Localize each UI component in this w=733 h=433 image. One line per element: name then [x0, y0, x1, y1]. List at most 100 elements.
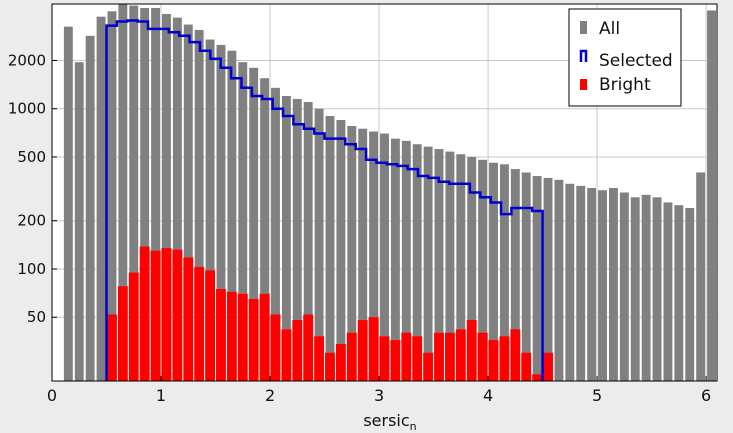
bar-bright-15: [270, 314, 281, 381]
bar-all-33: [423, 146, 433, 381]
x-tick-label-5: 5: [592, 386, 602, 405]
bar-all-53: [641, 194, 651, 381]
y-tick-label-2: 200: [17, 212, 46, 230]
x-axis-title-subscript: n: [410, 420, 417, 433]
bar-all-7: [140, 7, 150, 382]
bar-all-9: [162, 13, 171, 382]
bar-bright-7: [183, 257, 194, 381]
x-tick-label-4: 4: [483, 386, 493, 405]
bar-bright-10: [216, 288, 226, 381]
bar-all-59: [707, 10, 716, 382]
bar-all-18: [260, 78, 270, 382]
bar-bright-2: [128, 272, 139, 381]
x-axis-title: sersicn: [363, 411, 416, 433]
bar-all-35: [445, 151, 455, 381]
bar-all-26: [347, 125, 357, 382]
x-tick-label-6: 6: [701, 386, 711, 405]
bar-all-49: [598, 190, 607, 381]
bar-all-0: [63, 26, 73, 382]
bar-all-10: [172, 17, 182, 382]
series-bright-bars: [107, 246, 553, 381]
bar-bright-38: [521, 352, 532, 381]
bar-all-12: [194, 29, 204, 381]
x-axis-ticks: 0 1 2 3 4 5 6: [47, 376, 711, 405]
bar-bright-21: [335, 344, 346, 381]
bar-bright-17: [292, 320, 303, 381]
bar-all-56: [674, 205, 684, 381]
bar-all-30: [390, 138, 400, 381]
bar-bright-5: [161, 248, 172, 381]
bar-all-41: [510, 169, 520, 381]
bar-bright-37: [510, 329, 521, 381]
bar-all-6: [129, 5, 139, 382]
bar-all-23: [314, 108, 324, 381]
bar-bright-18: [303, 314, 314, 381]
bar-all-42: [521, 172, 531, 381]
bar-bright-0: [107, 314, 117, 381]
bar-bright-4: [150, 250, 161, 381]
legend-box: [568, 8, 682, 107]
legend-swatch-bright: [580, 79, 587, 90]
bar-bright-27: [401, 332, 412, 381]
bar-all-21: [292, 98, 302, 382]
bar-bright-1: [117, 286, 128, 381]
bar-all-16: [238, 62, 248, 381]
legend-label-all: All: [599, 19, 620, 39]
bar-all-34: [434, 149, 444, 381]
bar-all-2: [85, 35, 95, 382]
bar-bright-12: [237, 293, 248, 381]
plot-frame: [51, 3, 718, 382]
bar-bright-19: [314, 336, 325, 381]
bar-all-37: [467, 156, 477, 381]
bar-all-38: [478, 159, 488, 381]
bar-all-31: [401, 140, 411, 381]
legend-swatch-all: [580, 21, 587, 34]
x-axis-title-main: sersic: [363, 411, 409, 430]
bar-all-27: [358, 128, 368, 381]
bar-bright-13: [248, 298, 259, 381]
bar-all-3: [96, 16, 106, 381]
y-tick-label-4: 1000: [8, 100, 46, 118]
bar-all-57: [685, 208, 695, 381]
bar-bright-9: [205, 270, 216, 381]
bar-all-15: [227, 50, 237, 381]
bar-all-45: [554, 179, 564, 381]
bar-bright-31: [444, 332, 455, 381]
bar-bright-22: [346, 332, 357, 381]
legend-label-bright: Bright: [599, 75, 651, 95]
y-tick-label-1: 100: [17, 260, 46, 278]
bar-bright-26: [390, 340, 401, 381]
y-tick-label-5: 2000: [8, 51, 46, 69]
bar-bright-30: [434, 332, 444, 381]
bar-all-19: [271, 87, 280, 381]
bar-all-13: [205, 39, 215, 381]
bar-all-46: [565, 183, 575, 381]
legend-swatch-selected: [579, 49, 588, 62]
bar-all-14: [216, 44, 226, 381]
bar-all-5: [118, 4, 128, 381]
bar-bright-14: [259, 293, 270, 381]
bar-all-20: [281, 96, 291, 382]
bar-all-17: [249, 67, 259, 381]
legend: All Selected Bright: [568, 8, 682, 107]
bar-bright-11: [226, 291, 237, 381]
bar-all-44: [543, 177, 553, 381]
bar-all-32: [412, 144, 422, 381]
bar-all-28: [369, 131, 379, 381]
bar-all-36: [456, 154, 466, 381]
bar-all-50: [608, 188, 618, 381]
bar-all-54: [652, 197, 662, 381]
bar-bright-34: [477, 332, 488, 381]
series-selected-step-line: [105, 19, 544, 381]
bar-bright-36: [499, 336, 510, 381]
x-tick-label-2: 2: [265, 386, 275, 405]
bar-all-47: [576, 185, 586, 381]
y-tick-label-0: 50: [27, 308, 46, 326]
bar-bright-24: [368, 317, 379, 381]
bar-all-55: [663, 202, 673, 381]
bar-bright-16: [281, 329, 292, 381]
x-tick-label-0: 0: [47, 386, 57, 405]
bar-all-22: [303, 102, 313, 381]
y-tick-label-3: 500: [17, 148, 46, 166]
